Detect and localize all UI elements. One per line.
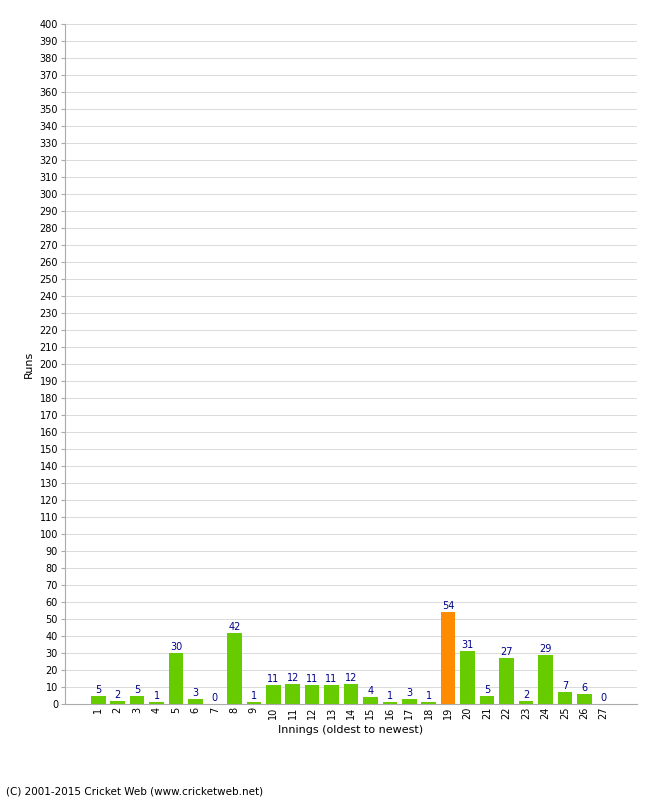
Bar	[150, 702, 164, 704]
Text: 12: 12	[287, 673, 299, 682]
Bar	[538, 654, 552, 704]
Text: 0: 0	[212, 693, 218, 703]
Text: 6: 6	[581, 683, 588, 693]
Bar	[111, 701, 125, 704]
Bar	[246, 702, 261, 704]
Bar	[169, 653, 183, 704]
Bar	[577, 694, 592, 704]
Bar	[402, 699, 417, 704]
Bar	[460, 651, 475, 704]
Bar	[441, 612, 456, 704]
Bar	[227, 633, 242, 704]
Bar	[324, 686, 339, 704]
Text: 2: 2	[523, 690, 529, 700]
Text: 5: 5	[134, 685, 140, 694]
Bar	[499, 658, 514, 704]
Text: 11: 11	[306, 674, 318, 685]
Text: (C) 2001-2015 Cricket Web (www.cricketweb.net): (C) 2001-2015 Cricket Web (www.cricketwe…	[6, 786, 264, 796]
Text: 11: 11	[326, 674, 338, 685]
Bar	[344, 683, 358, 704]
Text: 7: 7	[562, 682, 568, 691]
Bar	[421, 702, 436, 704]
Bar	[519, 701, 533, 704]
Text: 5: 5	[95, 685, 101, 694]
Text: 1: 1	[251, 691, 257, 702]
Text: 3: 3	[192, 688, 198, 698]
Bar	[383, 702, 397, 704]
Text: 12: 12	[344, 673, 358, 682]
Text: 3: 3	[406, 688, 412, 698]
Bar	[266, 686, 281, 704]
Text: 1: 1	[387, 691, 393, 702]
Bar	[91, 695, 105, 704]
X-axis label: Innings (oldest to newest): Innings (oldest to newest)	[278, 725, 424, 735]
Bar	[480, 695, 495, 704]
Text: 30: 30	[170, 642, 182, 652]
Text: 27: 27	[500, 647, 513, 658]
Bar	[188, 699, 203, 704]
Bar	[558, 692, 572, 704]
Text: 0: 0	[601, 693, 606, 703]
Text: 54: 54	[442, 602, 454, 611]
Y-axis label: Runs: Runs	[24, 350, 34, 378]
Text: 42: 42	[228, 622, 240, 632]
Text: 1: 1	[426, 691, 432, 702]
Text: 5: 5	[484, 685, 490, 694]
Bar	[130, 695, 144, 704]
Bar	[363, 697, 378, 704]
Bar	[285, 683, 300, 704]
Bar	[305, 686, 319, 704]
Text: 1: 1	[153, 691, 160, 702]
Text: 4: 4	[367, 686, 374, 696]
Text: 29: 29	[540, 644, 552, 654]
Text: 11: 11	[267, 674, 280, 685]
Text: 31: 31	[462, 641, 474, 650]
Text: 2: 2	[114, 690, 121, 700]
